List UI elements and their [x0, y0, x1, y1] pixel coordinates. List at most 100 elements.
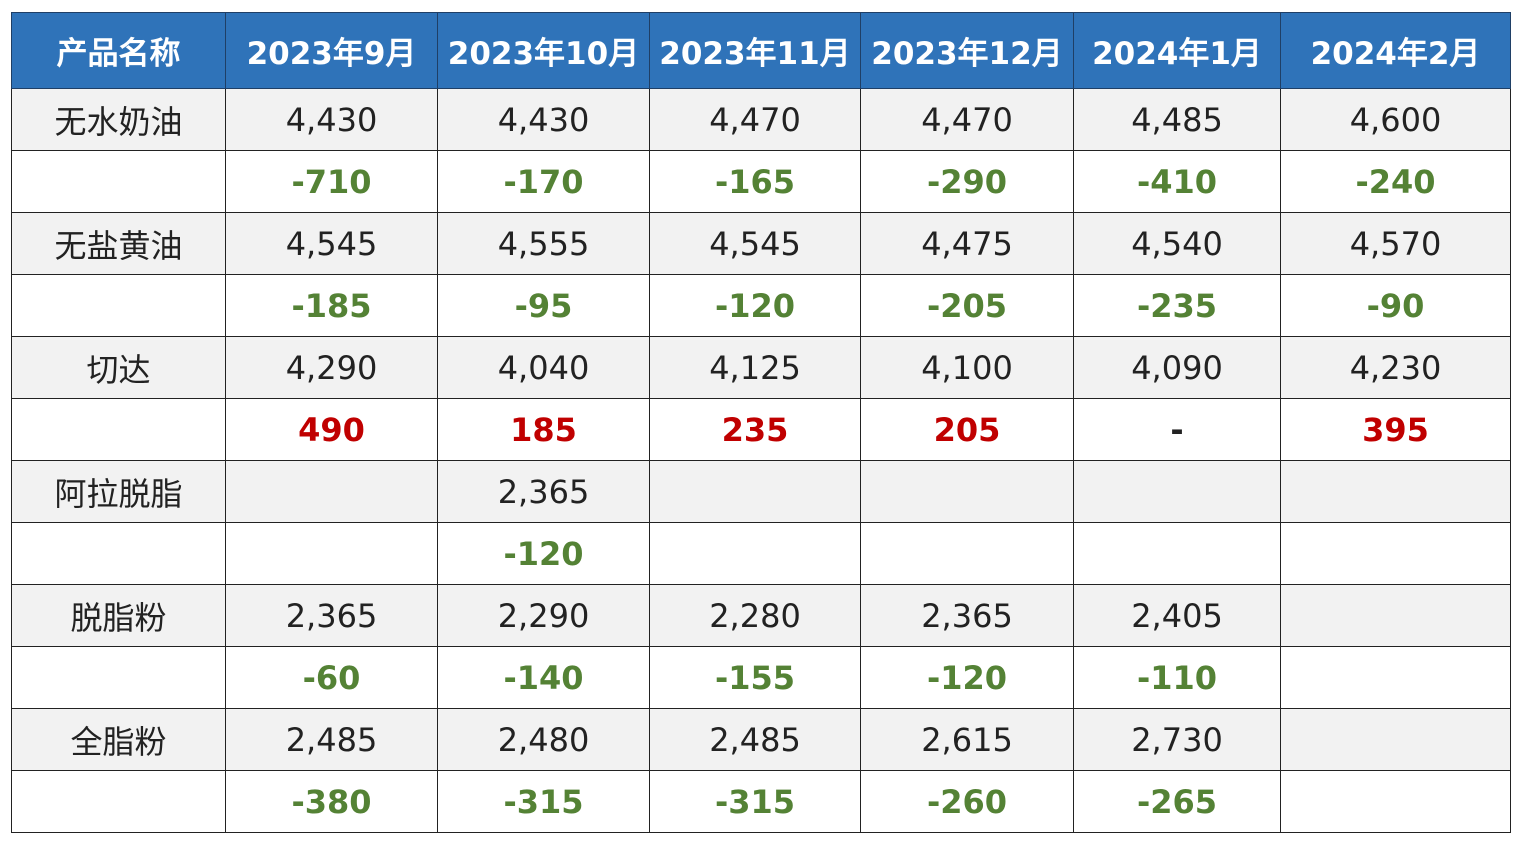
price-cell: 2,480: [437, 708, 650, 771]
diff-cell: 205: [860, 398, 1074, 461]
diff-row: -60 -140 -155 -120 -110: [11, 646, 1511, 709]
price-row: 全脂粉 2,485 2,480 2,485 2,615 2,730: [11, 708, 1511, 771]
price-cell: [1280, 584, 1511, 647]
product-name: 切达: [11, 336, 226, 399]
diff-cell: -90: [1280, 274, 1511, 337]
price-cell: 4,475: [860, 212, 1074, 275]
price-cell: [225, 460, 438, 523]
price-cell: 4,545: [225, 212, 438, 275]
price-cell: 4,470: [860, 88, 1074, 151]
price-cell: 2,405: [1073, 584, 1281, 647]
price-row: 无水奶油 4,430 4,430 4,470 4,470 4,485 4,600: [11, 88, 1511, 151]
diff-cell: [649, 522, 861, 585]
diff-cell: -120: [437, 522, 650, 585]
price-row: 切达 4,290 4,040 4,125 4,100 4,090 4,230: [11, 336, 1511, 399]
price-cell: 2,280: [649, 584, 861, 647]
price-cell: 4,290: [225, 336, 438, 399]
diff-cell: -140: [437, 646, 650, 709]
price-cell: 4,545: [649, 212, 861, 275]
product-name: 全脂粉: [11, 708, 226, 771]
header-cell: 2023年10月: [437, 12, 650, 89]
price-cell: 4,540: [1073, 212, 1281, 275]
diff-cell: 235: [649, 398, 861, 461]
diff-cell: -60: [225, 646, 438, 709]
diff-cell: [1280, 770, 1511, 833]
diff-row: -710 -170 -165 -290 -410 -240: [11, 150, 1511, 213]
price-cell: 4,570: [1280, 212, 1511, 275]
diff-cell: -185: [225, 274, 438, 337]
header-cell: 2024年1月: [1073, 12, 1281, 89]
product-name: 无水奶油: [11, 88, 226, 151]
price-cell: 4,600: [1280, 88, 1511, 151]
diff-cell: -240: [1280, 150, 1511, 213]
product-name: [11, 646, 226, 709]
price-cell: 4,430: [437, 88, 650, 151]
diff-cell: -265: [1073, 770, 1281, 833]
product-name: [11, 274, 226, 337]
product-name: [11, 150, 226, 213]
price-cell: 4,470: [649, 88, 861, 151]
price-cell: 4,555: [437, 212, 650, 275]
header-cell: 2023年11月: [649, 12, 861, 89]
header-cell: 产品名称: [11, 12, 226, 89]
price-cell: 4,125: [649, 336, 861, 399]
diff-cell: 490: [225, 398, 438, 461]
header-cell: 2023年12月: [860, 12, 1074, 89]
price-row: 无盐黄油 4,545 4,555 4,545 4,475 4,540 4,570: [11, 212, 1511, 275]
diff-cell: [1280, 646, 1511, 709]
price-cell: 2,485: [225, 708, 438, 771]
diff-cell: -165: [649, 150, 861, 213]
product-name: 阿拉脱脂: [11, 460, 226, 523]
price-cell: [649, 460, 861, 523]
price-row: 阿拉脱脂 2,365: [11, 460, 1511, 523]
diff-cell: -155: [649, 646, 861, 709]
diff-cell: -290: [860, 150, 1074, 213]
diff-cell: -410: [1073, 150, 1281, 213]
price-cell: 2,365: [860, 584, 1074, 647]
price-cell: 2,365: [225, 584, 438, 647]
header-row: 产品名称 2023年9月 2023年10月 2023年11月 2023年12月 2024年…: [11, 12, 1511, 89]
price-cell: [1280, 708, 1511, 771]
diff-cell: -380: [225, 770, 438, 833]
diff-cell: 185: [437, 398, 650, 461]
price-cell: 4,230: [1280, 336, 1511, 399]
diff-cell: 395: [1280, 398, 1511, 461]
price-cell: 2,730: [1073, 708, 1281, 771]
price-cell: [1280, 460, 1511, 523]
price-cell: 2,365: [437, 460, 650, 523]
header-cell: 2024年2月: [1280, 12, 1511, 89]
diff-cell: -315: [437, 770, 650, 833]
diff-cell: -205: [860, 274, 1074, 337]
diff-cell: -110: [1073, 646, 1281, 709]
price-table: 产品名称 2023年9月 2023年10月 2023年11月 2023年12月 2024年…: [11, 12, 1511, 833]
table-wrap: 产品名称 2023年9月 2023年10月 2023年11月 2023年12月 2024年…: [11, 12, 1511, 833]
price-cell: 4,090: [1073, 336, 1281, 399]
diff-row: -185 -95 -120 -205 -235 -90: [11, 274, 1511, 337]
price-cell: 2,290: [437, 584, 650, 647]
product-name: [11, 398, 226, 461]
diff-cell: [225, 522, 438, 585]
product-name: 脱脂粉: [11, 584, 226, 647]
diff-cell: [860, 522, 1074, 585]
diff-cell: [1280, 522, 1511, 585]
price-cell: 4,430: [225, 88, 438, 151]
diff-cell: -120: [860, 646, 1074, 709]
diff-cell: -260: [860, 770, 1074, 833]
price-cell: 2,615: [860, 708, 1074, 771]
diff-row: 490 185 235 205-395: [11, 398, 1511, 461]
price-cell: 4,040: [437, 336, 650, 399]
diff-cell: -120: [649, 274, 861, 337]
price-cell: 4,485: [1073, 88, 1281, 151]
product-name: [11, 770, 226, 833]
diff-cell: -170: [437, 150, 650, 213]
diff-cell: -: [1073, 398, 1281, 461]
diff-row: -120: [11, 522, 1511, 585]
price-cell: [1073, 460, 1281, 523]
diff-cell: -315: [649, 770, 861, 833]
diff-cell: -95: [437, 274, 650, 337]
diff-row: -380 -315 -315 -260 -265: [11, 770, 1511, 833]
price-cell: [860, 460, 1074, 523]
price-cell: 4,100: [860, 336, 1074, 399]
diff-cell: -710: [225, 150, 438, 213]
